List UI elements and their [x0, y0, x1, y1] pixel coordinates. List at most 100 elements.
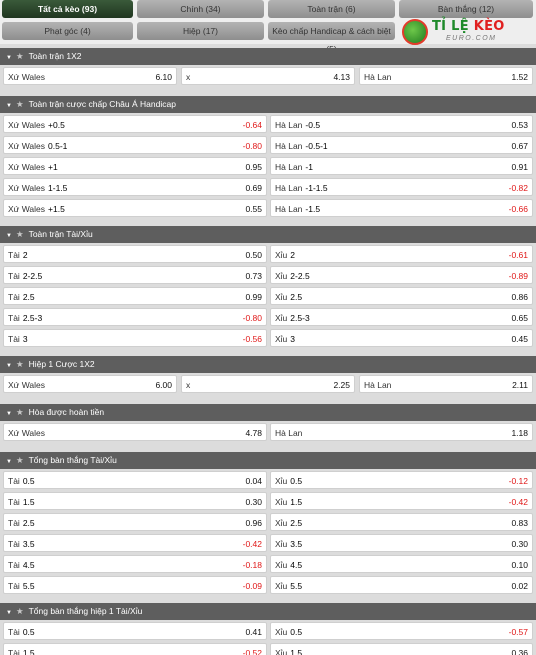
odds-cell[interactable]: Hà Lan -0.5 0.53: [270, 115, 533, 133]
handicap-line: 2.5: [22, 292, 35, 302]
handicap-line: 4.5: [22, 560, 35, 570]
odds-cell[interactable]: Tài 0.5 0.41: [3, 622, 267, 640]
selection-name: Tài: [8, 292, 20, 302]
odds-cell[interactable]: Tài 2.5-3 -0.80: [3, 308, 267, 326]
logo-subtext: EURO.COM: [446, 35, 497, 42]
star-icon[interactable]: ★: [15, 359, 24, 369]
odds-cell[interactable]: Xỉu 4.5 0.10: [270, 555, 533, 573]
section-header[interactable]: ▼ ★ Toàn trận Tài/Xỉu: [0, 226, 536, 243]
tab-row1-0[interactable]: Tất cả kèo (93): [2, 0, 133, 18]
odds-cell[interactable]: Tài 3 -0.56: [3, 329, 267, 347]
section-title: Tổng bàn thắng Tài/Xỉu: [28, 455, 117, 465]
handicap-line: 3.5: [22, 539, 35, 549]
odds-cell[interactable]: Tài 2-2.5 0.73: [3, 266, 267, 284]
handicap-line: 0.5: [22, 627, 35, 637]
odds-cell[interactable]: Tài 5.5 -0.09: [3, 576, 267, 594]
star-icon[interactable]: ★: [15, 99, 24, 109]
tab-row1-2[interactable]: Toàn trận (6): [268, 0, 395, 18]
odds-cell[interactable]: Xứ Wales +1.5 0.55: [3, 199, 267, 217]
odds-cell[interactable]: Xỉu 1.5 -0.42: [270, 492, 533, 510]
section-header[interactable]: ▼ ★ Toàn trận cược chấp Châu Á Handicap: [0, 96, 536, 113]
odds-value: -0.66: [508, 204, 528, 214]
odds-cell[interactable]: x 2.25: [181, 375, 355, 393]
collapse-arrow-icon[interactable]: ▼: [6, 610, 12, 616]
odds-cell[interactable]: Xứ Wales +0.5 -0.64: [3, 115, 267, 133]
collapse-arrow-icon[interactable]: ▼: [6, 363, 12, 369]
tab-row1-3[interactable]: Bàn thắng (12): [399, 0, 533, 18]
collapse-arrow-icon[interactable]: ▼: [6, 55, 12, 61]
collapse-arrow-icon[interactable]: ▼: [6, 103, 12, 109]
odds-cell[interactable]: Hà Lan -0.5-1 0.67: [270, 136, 533, 154]
handicap-line: 2.5-3: [290, 313, 310, 323]
odds-cell[interactable]: Tài 0.5 0.04: [3, 471, 267, 489]
odds-cell[interactable]: Hà Lan -1 0.91: [270, 157, 533, 175]
odds-cell[interactable]: Hà Lan -1-1.5 -0.82: [270, 178, 533, 196]
odds-value: 0.91: [511, 162, 528, 172]
odds-cell[interactable]: Xỉu 5.5 0.02: [270, 576, 533, 594]
odds-cell[interactable]: Xỉu 2.5-3 0.65: [270, 308, 533, 326]
odds-cell[interactable]: Xỉu 3 0.45: [270, 329, 533, 347]
tab-row2-0[interactable]: Phạt góc (4): [2, 22, 133, 40]
section-header[interactable]: ▼ ★ Tổng bàn thắng hiệp 1 Tài/Xỉu: [0, 603, 536, 620]
site-logo[interactable]: TỈ LỆ KÈO EURO.COM: [402, 19, 520, 47]
odds-value: -0.57: [508, 627, 528, 637]
odds-cell[interactable]: Tài 2.5 0.99: [3, 287, 267, 305]
section-header[interactable]: ▼ ★ Hiệp 1 Cược 1X2: [0, 356, 536, 373]
star-icon[interactable]: ★: [15, 606, 24, 616]
odds-cell[interactable]: x 4.13: [181, 67, 355, 85]
odds-cell[interactable]: Tài 3.5 -0.42: [3, 534, 267, 552]
handicap-line: 0.5: [290, 476, 303, 486]
odds-cell[interactable]: Hà Lan -1.5 -0.66: [270, 199, 533, 217]
odds-cell[interactable]: Xứ Wales +1 0.95: [3, 157, 267, 175]
odds-value: 0.04: [245, 476, 262, 486]
collapse-arrow-icon[interactable]: ▼: [6, 459, 12, 465]
odds-cell[interactable]: Xỉu 3.5 0.30: [270, 534, 533, 552]
odds-cell[interactable]: Xỉu 2-2.5 -0.89: [270, 266, 533, 284]
section-header[interactable]: ▼ ★ Hòa được hoàn tiền: [0, 404, 536, 421]
odds-cell[interactable]: Xứ Wales 6.00: [3, 375, 177, 393]
odds-cell[interactable]: Xứ Wales 0.5-1 -0.80: [3, 136, 267, 154]
selection-name: Xỉu: [275, 560, 288, 570]
odds-cell[interactable]: Hà Lan 1.18: [270, 423, 533, 441]
collapse-arrow-icon[interactable]: ▼: [6, 411, 12, 417]
handicap-line: -0.5: [305, 120, 321, 130]
selection-name: Xứ Wales: [8, 72, 46, 82]
odds-value: 0.41: [245, 627, 262, 637]
tab-row2-2[interactable]: Kèo chấp Handicap & cách biệt (5): [268, 22, 395, 54]
odds-value: -0.12: [508, 476, 528, 486]
odds-cell[interactable]: Xứ Wales 6.10: [3, 67, 177, 85]
star-icon[interactable]: ★: [15, 455, 24, 465]
selection-name: Xứ Wales: [8, 183, 46, 193]
odds-cell[interactable]: Tài 2 0.50: [3, 245, 267, 263]
odds-cell[interactable]: Xỉu 2.5 0.86: [270, 287, 533, 305]
odds-value: -0.80: [242, 141, 262, 151]
odds-cell[interactable]: Xứ Wales 1-1.5 0.69: [3, 178, 267, 196]
odds-cell[interactable]: Hà Lan 2.11: [359, 375, 533, 393]
odds-cell[interactable]: Xỉu 2 -0.61: [270, 245, 533, 263]
odds-cell[interactable]: Xứ Wales 4.78: [3, 423, 267, 441]
odds-cell[interactable]: Xỉu 1.5 0.36: [270, 643, 533, 655]
collapse-arrow-icon[interactable]: ▼: [6, 233, 12, 239]
tab-row2-1[interactable]: Hiệp (17): [137, 22, 264, 40]
odds-cell[interactable]: Xỉu 2.5 0.83: [270, 513, 533, 531]
odds-cell[interactable]: Xỉu 0.5 -0.12: [270, 471, 533, 489]
odds-cell[interactable]: Hà Lan 1.52: [359, 67, 533, 85]
handicap-line: 1.5: [22, 497, 35, 507]
odds-cell[interactable]: Tài 1.5 -0.52: [3, 643, 267, 655]
section-header[interactable]: ▼ ★ Toàn trận 1X2: [0, 48, 536, 65]
tab-row1-1[interactable]: Chính (34): [137, 0, 264, 18]
star-icon[interactable]: ★: [15, 229, 24, 239]
odds-value: 2.11: [512, 380, 528, 390]
star-icon[interactable]: ★: [15, 407, 24, 417]
selection-name: Hà Lan: [275, 204, 303, 214]
section-title: Toàn trận Tài/Xỉu: [28, 229, 93, 239]
odds-cell[interactable]: Tài 1.5 0.30: [3, 492, 267, 510]
selection-name: Xứ Wales: [8, 428, 46, 438]
odds-cell[interactable]: Tài 2.5 0.96: [3, 513, 267, 531]
odds-cell[interactable]: Tài 4.5 -0.18: [3, 555, 267, 573]
section-header[interactable]: ▼ ★ Tổng bàn thắng Tài/Xỉu: [0, 452, 536, 469]
star-icon[interactable]: ★: [15, 51, 24, 61]
section-title: Tổng bàn thắng hiệp 1 Tài/Xỉu: [28, 606, 143, 616]
selection-name: Tài: [8, 560, 20, 570]
odds-cell[interactable]: Xỉu 0.5 -0.57: [270, 622, 533, 640]
